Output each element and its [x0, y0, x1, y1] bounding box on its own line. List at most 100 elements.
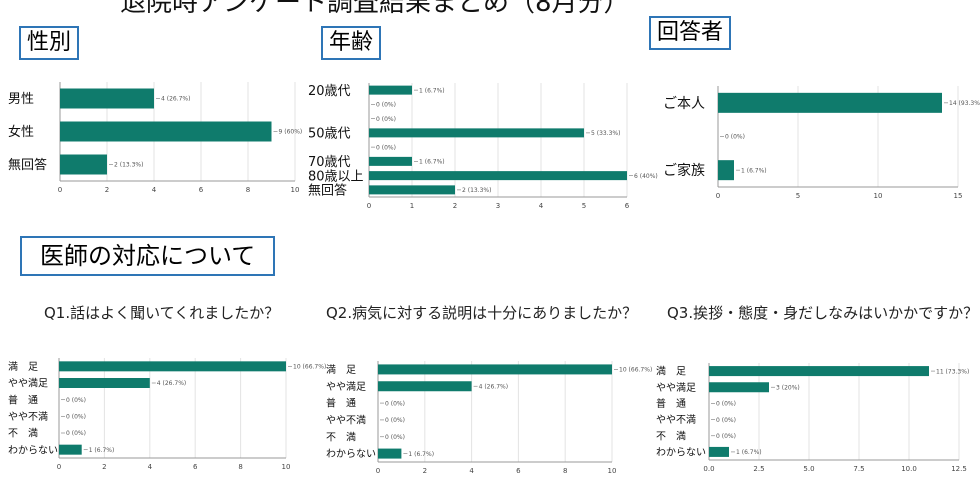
tick-label: 1 [410, 202, 414, 210]
data-label: 0 (0%) [376, 144, 396, 151]
tick-label: 0 [376, 467, 380, 475]
data-label: 0 (0%) [716, 417, 736, 424]
tick-label: 8 [238, 463, 242, 471]
tick-label: 4 [539, 202, 544, 210]
tick-label: 7.5 [853, 465, 864, 473]
tick-label: 8 [563, 467, 567, 475]
data-label: 0 (0%) [385, 417, 405, 424]
tick-label: 0.0 [703, 465, 714, 473]
category-label: 無回答 [8, 157, 47, 173]
page-title: 退院時アンケート調査結果まとめ（8月分） [120, 0, 630, 18]
bar [369, 156, 412, 166]
tick-label: 2 [453, 202, 457, 210]
category-label: ご家族 [663, 162, 705, 179]
bar [60, 88, 154, 109]
section-header-respondent: 回答者 [649, 16, 732, 50]
tick-label: 8 [246, 186, 250, 194]
data-label: 0 (0%) [385, 434, 405, 441]
chart-gender: 0 2 4 6 8 10 4 (26.7%) 男性 9 (60%) 女性 2 (13.3%) 無回答 [8, 82, 303, 194]
chart-q1: 0 2 4 6 8 10 10 (66.7%) 満 足 4 (26.7%) やや満足 0 (0%) 普… [8, 358, 326, 471]
tick-label: 15 [954, 192, 963, 200]
chart-title-q3: Q3.挨拶・態度・身だしなみはいかかですか？ [667, 304, 979, 322]
tick-label: 10 [874, 192, 883, 200]
tick-label: 10 [282, 463, 291, 471]
category-label: やや不満 [8, 411, 48, 423]
category-label: 満 足 [326, 364, 356, 376]
chart-age: 0 1 2 3 4 5 6 1 (6.7%) 20歳代 0 (0%) 0 (0%) 5 (33.3%)… [308, 83, 658, 210]
bar [718, 92, 942, 113]
tick-label: 3 [496, 202, 500, 210]
category-label: 満 足 [656, 366, 686, 378]
chart-title-q2: Q2.病気に対する説明は十分にありましたか？ [326, 304, 638, 322]
chart-q2: 0 2 4 6 8 10 10 (66.7%) 満 足 4 (26.7%) やや満足 0 (0%) 普… [326, 361, 652, 475]
tick-label: 4 [469, 467, 474, 475]
category-label: わからない [326, 448, 376, 460]
data-label: 11 (73.3%) [936, 368, 969, 375]
data-label: 0 (0%) [376, 102, 396, 109]
chart-respondent: 0 5 10 15 14 (93.3%) ご本人 0 (0%) 1 (6.7%) ご家族 [663, 86, 980, 200]
tick-label: 0 [367, 202, 371, 210]
tick-label: 10.0 [901, 465, 917, 473]
bar [378, 364, 612, 375]
category-label: 満 足 [8, 361, 38, 373]
category-label: 女性 [8, 124, 34, 140]
data-label: 0 (0%) [66, 430, 86, 437]
data-label: 0 (0%) [725, 134, 745, 141]
bar [59, 444, 82, 455]
data-label: 4 (26.7%) [161, 96, 190, 103]
tick-label: 5 [796, 192, 800, 200]
data-label: 0 (0%) [385, 400, 405, 407]
category-label: わからない [656, 447, 706, 459]
data-label: 0 (0%) [66, 414, 86, 421]
tick-label: 2.5 [753, 465, 764, 473]
data-label: 0 (0%) [716, 433, 736, 440]
tick-label: 10 [608, 467, 617, 475]
tick-label: 4 [148, 463, 153, 471]
bar [59, 378, 150, 388]
category-label: わからない [8, 444, 58, 456]
data-label: 0 (0%) [376, 116, 396, 123]
category-label: 普 通 [8, 393, 38, 406]
data-label: 6 (40%) [634, 173, 658, 180]
bar [369, 128, 584, 138]
data-label: 4 (26.7%) [479, 383, 508, 390]
data-label: 1 (6.7%) [89, 447, 115, 454]
bar [60, 154, 107, 175]
data-label: 14 (93.3%) [949, 100, 980, 107]
tick-label: 6 [193, 463, 198, 471]
category-label: やや不満 [326, 415, 366, 427]
bar [378, 448, 402, 459]
data-label: 9 (60%) [279, 129, 303, 136]
data-label: 2 (13.3%) [462, 187, 491, 194]
category-label: やや満足 [326, 381, 366, 393]
category-label: 20歳代 [308, 84, 351, 99]
bar [60, 121, 272, 142]
tick-label: 5.0 [803, 465, 814, 473]
category-label: 不 満 [8, 428, 38, 440]
category-label: 80歳以上 [308, 169, 364, 184]
section-header-doctor: 医師の対応について [20, 236, 276, 276]
bar [709, 366, 929, 377]
data-label: 1 (6.7%) [419, 159, 445, 166]
category-label: 不 満 [326, 431, 356, 443]
category-label: 男性 [8, 92, 34, 107]
category-label: 70歳代 [308, 155, 351, 170]
data-label: 0 (0%) [66, 397, 86, 404]
data-label: 4 (26.7%) [157, 380, 186, 387]
tick-label: 0 [716, 192, 720, 200]
chart-q3: 0.0 2.5 5.0 7.5 10.0 12.5 11 (73.3%) 満 足 3 (20%)… [656, 363, 969, 473]
bar [378, 381, 472, 392]
bar [369, 171, 627, 181]
tick-label: 5 [582, 202, 586, 210]
data-label: 1 (6.7%) [741, 167, 767, 174]
tick-label: 12.5 [951, 465, 967, 473]
bar [709, 382, 769, 393]
section-header-age: 年齢 [321, 26, 382, 60]
data-label: 1 (6.7%) [736, 449, 762, 456]
data-label: 5 (33.3%) [591, 130, 620, 137]
category-label: やや満足 [656, 382, 696, 394]
tick-label: 2 [102, 463, 106, 471]
data-label: 2 (13.3%) [114, 162, 143, 169]
category-label: やや不満 [656, 414, 696, 426]
data-label: 0 (0%) [716, 401, 736, 408]
